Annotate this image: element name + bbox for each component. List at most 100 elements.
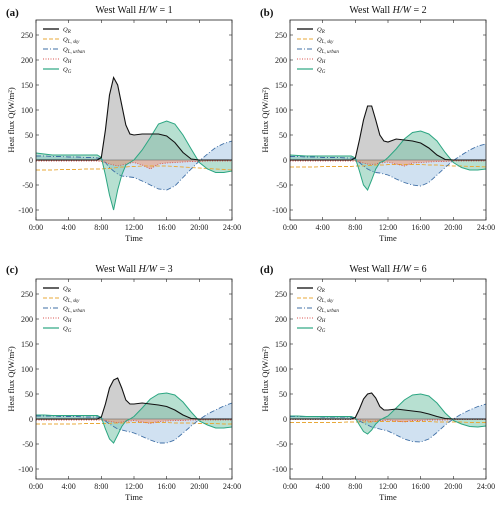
x-axis-label: Time [125, 492, 143, 502]
x-tick-label: 24:00 [477, 482, 495, 491]
y-tick-label: 50 [25, 390, 33, 399]
legend-label-QH: QH [63, 315, 72, 324]
x-tick-label: 16:00 [158, 223, 176, 232]
y-tick-label: 0 [29, 415, 33, 424]
series-line-QG [36, 120, 232, 211]
area-fills [290, 393, 486, 442]
series-line-QG [290, 130, 486, 191]
series-line-QH [290, 419, 486, 423]
y-tick-label: 50 [279, 131, 287, 140]
legend-label-QH: QH [317, 315, 326, 324]
area-fills [290, 106, 486, 190]
x-tick-label: 12:00 [125, 223, 143, 232]
legend-label-QG: QG [63, 66, 72, 75]
fill-QG [290, 131, 486, 190]
x-tick-label: 12:00 [125, 482, 143, 491]
panel-letter: (b) [260, 7, 274, 19]
y-tick-label: -50 [22, 440, 33, 449]
fill-QR [36, 77, 232, 160]
x-tick-label: 8:00 [94, 223, 108, 232]
fill-QR [290, 106, 486, 160]
legend-label-QR: QR [317, 26, 325, 35]
series-lines [290, 105, 486, 191]
y-tick-label: -100 [272, 206, 287, 215]
y-tick-label: 100 [21, 106, 33, 115]
y-tick-label: -100 [18, 206, 33, 215]
chart-panel-1: (a) West Wall H/W = 1 -100 -50 0 50 100 150 200 2… [6, 5, 241, 243]
series-lines [36, 377, 232, 444]
x-tick-label: 4:00 [62, 223, 76, 232]
y-tick-label: 100 [275, 106, 287, 115]
x-tick-label: 20:00 [190, 223, 208, 232]
series-line-QL_urban [36, 140, 232, 191]
y-tick-label: 50 [279, 390, 287, 399]
legend-label-QL_sky: QL, sky [317, 36, 334, 45]
panel-title: West Wall H/W = 1 [95, 5, 172, 16]
x-axis-label: Time [125, 233, 143, 243]
chart-panel-4: (d) West Wall H/W = 6 -100 -50 0 50 100 150 200 2… [260, 264, 495, 502]
x-tick-label: 0:00 [283, 482, 297, 491]
legend-label-QL_urban: QL, urban [317, 46, 339, 55]
x-tick-label: 8:00 [348, 223, 362, 232]
x-tick-label: 12:00 [379, 482, 397, 491]
y-tick-label: 200 [275, 56, 287, 65]
y-tick-label: 250 [21, 290, 33, 299]
x-tick-label: 20:00 [444, 223, 462, 232]
y-tick-label: -100 [18, 465, 33, 474]
panel-letter: (a) [6, 7, 19, 19]
y-tick-label: 150 [275, 81, 287, 90]
x-tick-label: 24:00 [223, 482, 241, 491]
y-tick-label: 150 [275, 340, 287, 349]
legend-label-QH: QH [63, 56, 72, 65]
series-line-QR [36, 377, 232, 420]
series-lines [36, 75, 232, 211]
x-axis-label: Time [379, 492, 397, 502]
area-fills [36, 77, 232, 210]
y-tick-label: 0 [283, 156, 287, 165]
series-line-QL_urban [290, 403, 486, 443]
y-tick-label: 250 [275, 31, 287, 40]
y-tick-label: 200 [21, 315, 33, 324]
y-axis-label: Heat flux Q(W/m²) [260, 87, 270, 153]
x-tick-label: 4:00 [316, 223, 330, 232]
y-axis-label: Heat flux Q(W/m²) [260, 346, 270, 412]
fill-QL_urban [36, 141, 232, 190]
x-tick-label: 24:00 [477, 223, 495, 232]
legend-label-QL_sky: QL, sky [63, 36, 80, 45]
y-axis-label: Heat flux Q(W/m²) [6, 346, 16, 412]
x-tick-label: 16:00 [412, 482, 430, 491]
series-line-QR [290, 392, 486, 420]
legend-label-QL_urban: QL, urban [63, 46, 85, 55]
x-tick-label: 20:00 [444, 482, 462, 491]
fill-QH [290, 419, 486, 422]
y-tick-label: 150 [21, 340, 33, 349]
x-tick-label: 16:00 [158, 482, 176, 491]
x-tick-label: 8:00 [94, 482, 108, 491]
legend-label-QG: QG [317, 325, 326, 334]
x-tick-label: 4:00 [316, 482, 330, 491]
y-tick-label: 200 [275, 315, 287, 324]
legend-label-QR: QR [63, 26, 71, 35]
series-line-QL_urban [290, 143, 486, 187]
x-tick-label: 4:00 [62, 482, 76, 491]
y-tick-label: 200 [21, 56, 33, 65]
chart-panel-2: (b) West Wall H/W = 2 -100 -50 0 50 100 150 200 2… [260, 5, 495, 243]
x-axis-label: Time [379, 233, 397, 243]
series-line-QG [290, 393, 486, 435]
series-line-QH [36, 419, 232, 424]
y-tick-label: -50 [22, 181, 33, 190]
y-tick-label: 0 [283, 415, 287, 424]
legend-label-QG: QG [317, 66, 326, 75]
y-tick-label: 250 [21, 31, 33, 40]
panel-letter: (d) [260, 264, 274, 276]
legend-label-QR: QR [63, 285, 71, 294]
y-tick-label: 250 [275, 290, 287, 299]
x-tick-label: 16:00 [412, 223, 430, 232]
panel-letter: (c) [6, 264, 19, 276]
y-tick-label: 0 [29, 156, 33, 165]
y-axis-label: Heat flux Q(W/m²) [6, 87, 16, 153]
series-lines [290, 392, 486, 443]
fill-QL_urban [36, 403, 232, 443]
